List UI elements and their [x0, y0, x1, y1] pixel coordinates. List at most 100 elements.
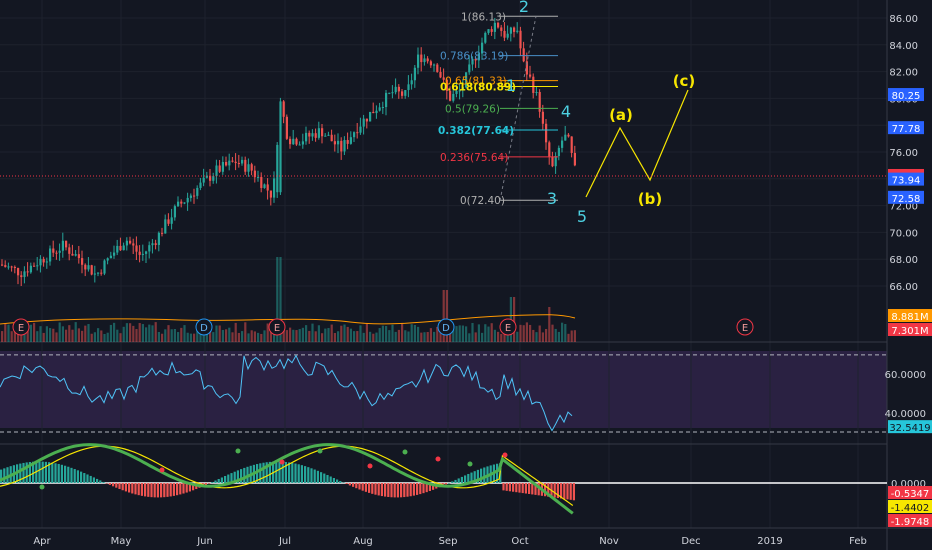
volume-bar-167 — [535, 332, 538, 342]
volume-bar-142 — [455, 326, 458, 342]
candle-body — [317, 128, 320, 138]
abc-projection-line — [585, 89, 689, 198]
candle-body — [55, 252, 58, 254]
macd-histogram-bar — [307, 467, 310, 483]
candle-body — [429, 61, 432, 66]
candle-body — [423, 58, 426, 63]
candle-33 — [106, 257, 109, 265]
candle-101 — [324, 133, 327, 137]
price-label-text: 77.78 — [892, 124, 921, 135]
candle-1 — [4, 260, 7, 268]
candle-131 — [420, 47, 423, 72]
candle-70 — [225, 156, 228, 167]
macd-histogram-bar — [243, 467, 246, 483]
candle-body — [164, 219, 167, 234]
candle-body — [205, 175, 208, 178]
macd-histogram-bar — [316, 470, 319, 483]
macd-histogram-bar — [454, 479, 457, 483]
candle-120 — [385, 90, 388, 116]
volume-bar-109 — [349, 328, 352, 342]
event-marker-label: E — [18, 323, 24, 334]
candle-body — [353, 132, 356, 138]
macd-histogram-bar — [131, 483, 134, 494]
event-marker-5: E — [736, 318, 754, 336]
candle-body — [109, 255, 112, 259]
macd-histogram-bar — [124, 483, 127, 492]
macd-histogram-bar — [348, 483, 351, 486]
candle-body — [279, 101, 282, 193]
volume-bar-107 — [343, 324, 346, 342]
volume-bar-24 — [77, 328, 80, 342]
volume-bar-111 — [356, 331, 359, 342]
macd-histogram-bar — [422, 483, 425, 494]
macd-histogram-bar — [28, 462, 31, 483]
macd-cross-dot — [235, 448, 241, 454]
price-axis[interactable]: 86.0084.0082.0080.0078.0076.0074.0072.00… — [885, 14, 932, 528]
candle-body — [87, 265, 90, 270]
candle-body — [173, 206, 176, 218]
candle-body — [529, 74, 532, 77]
volume-bar-56 — [180, 327, 183, 342]
time-axis[interactable]: Apr May Jun Jul Aug Sep Oct Nov Dec 2019 Feb — [33, 536, 867, 547]
event-marker-3: D — [437, 318, 455, 336]
fib-label: 0.382(77.64) — [438, 125, 514, 137]
macd-histogram-bar — [467, 473, 470, 483]
candle-body — [471, 58, 474, 65]
candle-96 — [308, 130, 311, 144]
candle-body — [116, 245, 119, 253]
candle-body — [177, 201, 180, 207]
macd-histogram-bar — [553, 483, 556, 498]
volume-bar-154 — [493, 329, 496, 342]
candle-175 — [561, 136, 564, 153]
elliott-wave-projection[interactable]: 1 2 3 4 5 (a) (b) (c) — [506, 0, 695, 226]
price-label-3: 73.94 — [888, 172, 924, 187]
candle-body — [506, 33, 509, 38]
volume-bar-114 — [365, 323, 368, 342]
volume-bar-139 — [445, 290, 448, 342]
candle-5 — [17, 267, 20, 285]
fibonacci-retracement[interactable]: 1(86.13) 0.786(83.19) 0.65(81.33)0.618(80.… — [438, 11, 558, 207]
macd-histogram-bar — [32, 461, 35, 483]
macd-label-text: -1.9748 — [891, 517, 930, 528]
volume-bar-48 — [154, 322, 157, 342]
candle-body — [561, 140, 564, 148]
candle-body — [157, 232, 160, 245]
macd-histogram-bar — [41, 461, 44, 483]
fib-level-0: 1(86.13) — [461, 11, 558, 23]
volume-bar-125 — [401, 322, 404, 342]
price-label-box — [888, 190, 924, 204]
candle-body — [564, 134, 567, 141]
volume-bar-58 — [186, 332, 189, 342]
volume-bar-44 — [141, 324, 144, 342]
candle-body — [500, 27, 503, 31]
candle-body — [445, 79, 448, 91]
macd-histogram-bar — [483, 467, 486, 483]
volume-bar-119 — [381, 325, 384, 342]
candle-154 — [493, 17, 496, 40]
fib-level-5: 0.382(77.64) — [438, 125, 558, 137]
candle-22 — [71, 244, 74, 256]
event-marker-label: E — [274, 323, 280, 334]
price-tick-8: 70.00 — [889, 228, 918, 239]
candle-body — [426, 58, 429, 62]
candle-body — [461, 87, 464, 91]
candle-169 — [541, 104, 544, 131]
candle-104 — [333, 134, 336, 152]
candle-55 — [177, 196, 180, 207]
volume-bar-132 — [423, 332, 426, 342]
candle-58 — [186, 192, 189, 211]
macd-histogram-bar — [364, 483, 367, 492]
elliott-wave-5: 5 — [577, 207, 587, 226]
candle-140 — [449, 86, 452, 102]
candle-body — [77, 254, 80, 259]
price-label-box — [888, 88, 924, 102]
volume-bar-117 — [375, 332, 378, 342]
volume-bar-103 — [330, 324, 333, 342]
price-label-box — [888, 121, 924, 135]
volume-bar-94 — [301, 327, 304, 342]
candle-106 — [340, 137, 343, 160]
macd-histogram-bar — [470, 472, 473, 483]
macd-histogram-bar — [115, 483, 118, 488]
